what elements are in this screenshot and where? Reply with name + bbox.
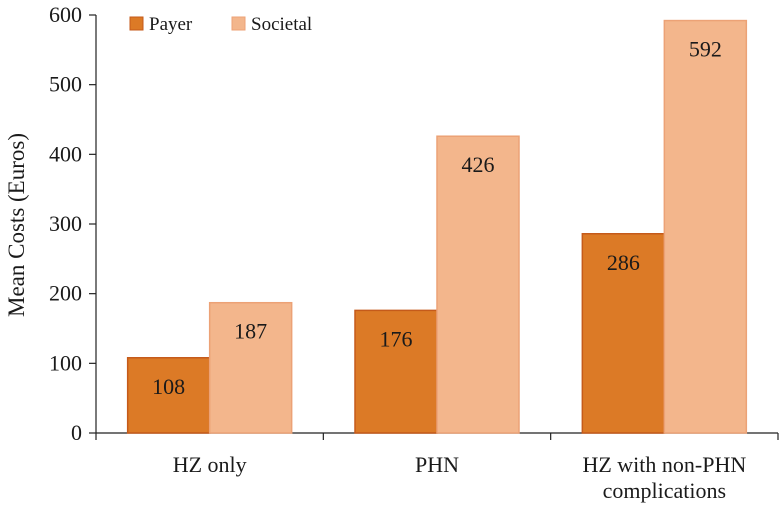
legend-label-payer: Payer xyxy=(149,14,193,35)
y-axis: 0 100 200 300 400 500 600 xyxy=(49,2,97,445)
y-tick-label: 500 xyxy=(49,72,82,97)
y-tick-label: 100 xyxy=(49,350,82,375)
data-labels: 108 176 286 187 426 592 xyxy=(152,37,722,399)
y-tick-label: 300 xyxy=(49,211,82,236)
bar-societal-0 xyxy=(208,301,293,434)
y-tick-label: 200 xyxy=(49,281,82,306)
legend: Payer Societal xyxy=(129,14,312,35)
bars xyxy=(126,19,748,434)
x-category-label: HZ only xyxy=(173,452,247,477)
data-label: 286 xyxy=(607,250,640,275)
y-axis-label: Mean Costs (Euros) xyxy=(4,133,29,317)
y-tick-label: 0 xyxy=(71,420,82,445)
x-category-label: PHN xyxy=(415,452,459,477)
data-label: 187 xyxy=(234,319,267,344)
bar-societal-2 xyxy=(663,19,748,434)
legend-label-societal: Societal xyxy=(251,14,312,35)
bar-societal-1 xyxy=(436,135,520,434)
data-label: 592 xyxy=(689,37,722,62)
bar-payer-2 xyxy=(581,233,666,434)
y-tick-label: 400 xyxy=(49,141,82,166)
data-label: 426 xyxy=(462,152,495,177)
x-category-label: HZ with non-PHN xyxy=(582,452,746,477)
y-tick-label: 600 xyxy=(49,2,82,27)
data-label: 108 xyxy=(152,374,185,399)
legend-swatch-societal xyxy=(231,16,246,31)
bar-payer-1 xyxy=(354,309,438,434)
x-category-label: complications xyxy=(603,478,726,503)
data-label: 176 xyxy=(380,326,413,351)
legend-swatch-payer xyxy=(129,16,144,31)
